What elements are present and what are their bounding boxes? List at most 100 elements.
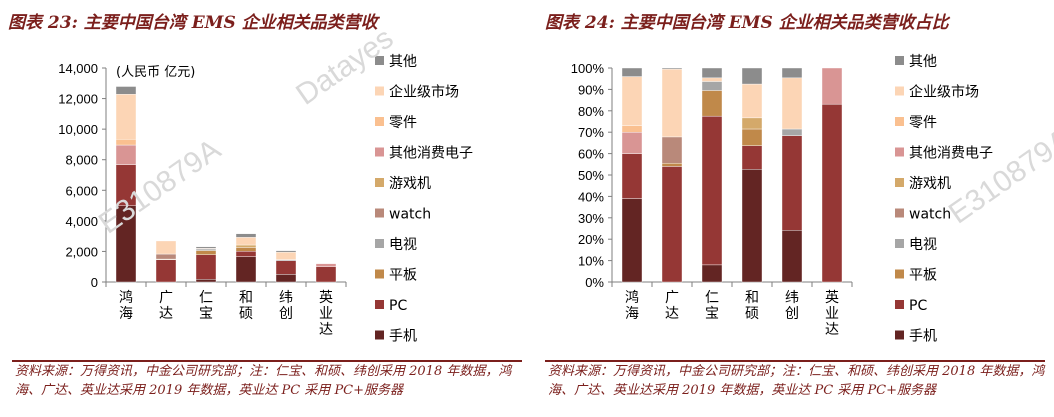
y-tick-label: 10,000 — [58, 122, 98, 137]
chart-23-source-note: 资料来源：万得资讯，中金公司研究部；注：仁宝、和硕、纬创采用 2018 年数据，… — [15, 364, 512, 398]
y-tick-label: 100% — [571, 61, 605, 76]
bar-segment-其他 — [781, 67, 803, 79]
legend-label: 企业级市场 — [909, 84, 979, 101]
legend-swatch — [895, 117, 904, 126]
legend-label: 游戏机 — [909, 176, 951, 192]
legend-label: 其他消费电子 — [389, 146, 473, 162]
bar-segment-其他消费电子 — [821, 67, 843, 105]
bar-segment-其他 — [701, 67, 723, 79]
bar-segment-游戏机 — [235, 244, 257, 248]
legend-swatch — [375, 269, 384, 279]
bar-segment-手机 — [621, 198, 643, 283]
bar-segment-PC — [195, 254, 217, 280]
chart-24-source-note: 资料来源：万得资讯，中金公司研究部；注：仁宝、和硕、纬创采用 2018 年数据，… — [548, 364, 1045, 398]
legend-swatch — [895, 239, 904, 248]
x-tick-label: 达 — [319, 322, 333, 338]
bar-segment-PC — [821, 103, 843, 283]
legend-label: 零件 — [909, 115, 937, 131]
legend-label: 手机 — [389, 329, 417, 345]
y-tick-label: 14,000 — [58, 61, 98, 76]
bar-segment-PC — [155, 259, 177, 283]
chart-24-title: 图表 24: 主要中国台湾 EMS 企业相关品类营收占比 — [545, 13, 949, 33]
x-tick-label: 和 — [745, 290, 759, 306]
x-tick-label: 达 — [825, 322, 839, 338]
x-tick-label: 业 — [825, 306, 839, 322]
legend-label: 零件 — [389, 115, 417, 131]
legend-swatch — [895, 178, 904, 187]
bar-segment-手机 — [195, 279, 217, 283]
bar-segment-企业级市场 — [155, 240, 177, 255]
divider — [12, 360, 522, 362]
bar-segment-电视 — [781, 128, 803, 136]
y-tick-label: 80% — [578, 104, 604, 119]
x-tick-label: 仁 — [705, 290, 719, 306]
y-tick-label: 50% — [578, 168, 604, 183]
bar-segment-企业级市场 — [275, 251, 297, 260]
bar-segment-其他消费电子 — [621, 131, 643, 154]
legend-swatch — [375, 300, 384, 309]
legend-label: PC — [389, 298, 407, 314]
bar-segment-电视 — [195, 248, 217, 251]
y-tick-label: 4,000 — [65, 214, 98, 229]
x-tick-label: 纬 — [279, 290, 293, 306]
x-tick-label: 硕 — [745, 306, 759, 322]
bar-segment-PC — [661, 166, 683, 283]
bar-segment-手机 — [235, 256, 257, 283]
legend-swatch — [375, 147, 384, 157]
bar-segment-企业级市场 — [661, 68, 683, 138]
bar-segment-手机 — [741, 169, 763, 283]
x-tick-label: 英 — [319, 289, 333, 306]
x-tick-label: 海 — [625, 306, 639, 322]
legend-label: 游戏机 — [389, 176, 431, 192]
legend-swatch — [895, 208, 904, 218]
bar-segment-平板 — [195, 250, 217, 255]
bar-segment-手机 — [781, 230, 803, 283]
bar-segment-平板 — [741, 128, 763, 146]
x-tick-label: 和 — [239, 290, 253, 306]
legend-swatch — [375, 330, 384, 340]
x-tick-label: 业 — [319, 306, 333, 322]
y-tick-label: 20% — [578, 232, 604, 247]
legend-swatch — [895, 56, 904, 65]
legend-label: watch — [389, 207, 431, 223]
bar-segment-PC — [315, 266, 337, 283]
bar-segment-其他消费电子 — [115, 144, 137, 165]
x-tick-label: 达 — [159, 306, 173, 322]
bar-segment-手机 — [275, 274, 297, 283]
x-tick-label: 广 — [665, 290, 679, 306]
bar-segment-PC — [621, 153, 643, 199]
y-tick-label: 0% — [585, 275, 604, 290]
bar-segment-其他 — [115, 86, 137, 95]
legend-swatch — [375, 117, 384, 126]
y-tick-label: 6,000 — [65, 183, 98, 198]
bar-segment-其他 — [235, 233, 257, 238]
y-tick-label: 40% — [578, 189, 604, 204]
bar-segment-PC — [235, 251, 257, 257]
legend-swatch — [375, 239, 384, 248]
legend-swatch — [375, 56, 384, 65]
bar-segment-其他 — [195, 246, 217, 249]
legend-swatch — [895, 330, 904, 340]
y-tick-label: 12,000 — [58, 92, 98, 107]
bar-segment-零件 — [621, 125, 643, 133]
y-tick-label: 30% — [578, 211, 604, 226]
bar-segment-企业级市场 — [621, 76, 643, 126]
y-tick-label: 8,000 — [65, 153, 98, 168]
y-tick-label: 2,000 — [65, 244, 98, 259]
bar-segment-其他 — [741, 67, 763, 85]
bar-segment-其他 — [275, 250, 297, 253]
legend-swatch — [375, 208, 384, 218]
y-tick-label: 0 — [91, 275, 98, 290]
bar-segment-平板 — [701, 90, 723, 117]
bar-segment-手机 — [701, 264, 723, 283]
bar-segment-企业级市场 — [781, 77, 803, 130]
legend-label: 企业级市场 — [389, 84, 459, 101]
x-tick-label: 仁 — [199, 290, 213, 306]
x-tick-label: 广 — [159, 290, 173, 306]
bar-segment-PC — [781, 135, 803, 231]
bar-segment-企业级市场 — [235, 237, 257, 246]
x-tick-label: 达 — [665, 306, 679, 322]
bar-segment-watch — [155, 253, 177, 260]
unit-label: (人民币 亿元) — [116, 65, 195, 80]
y-tick-label: 70% — [578, 125, 604, 140]
